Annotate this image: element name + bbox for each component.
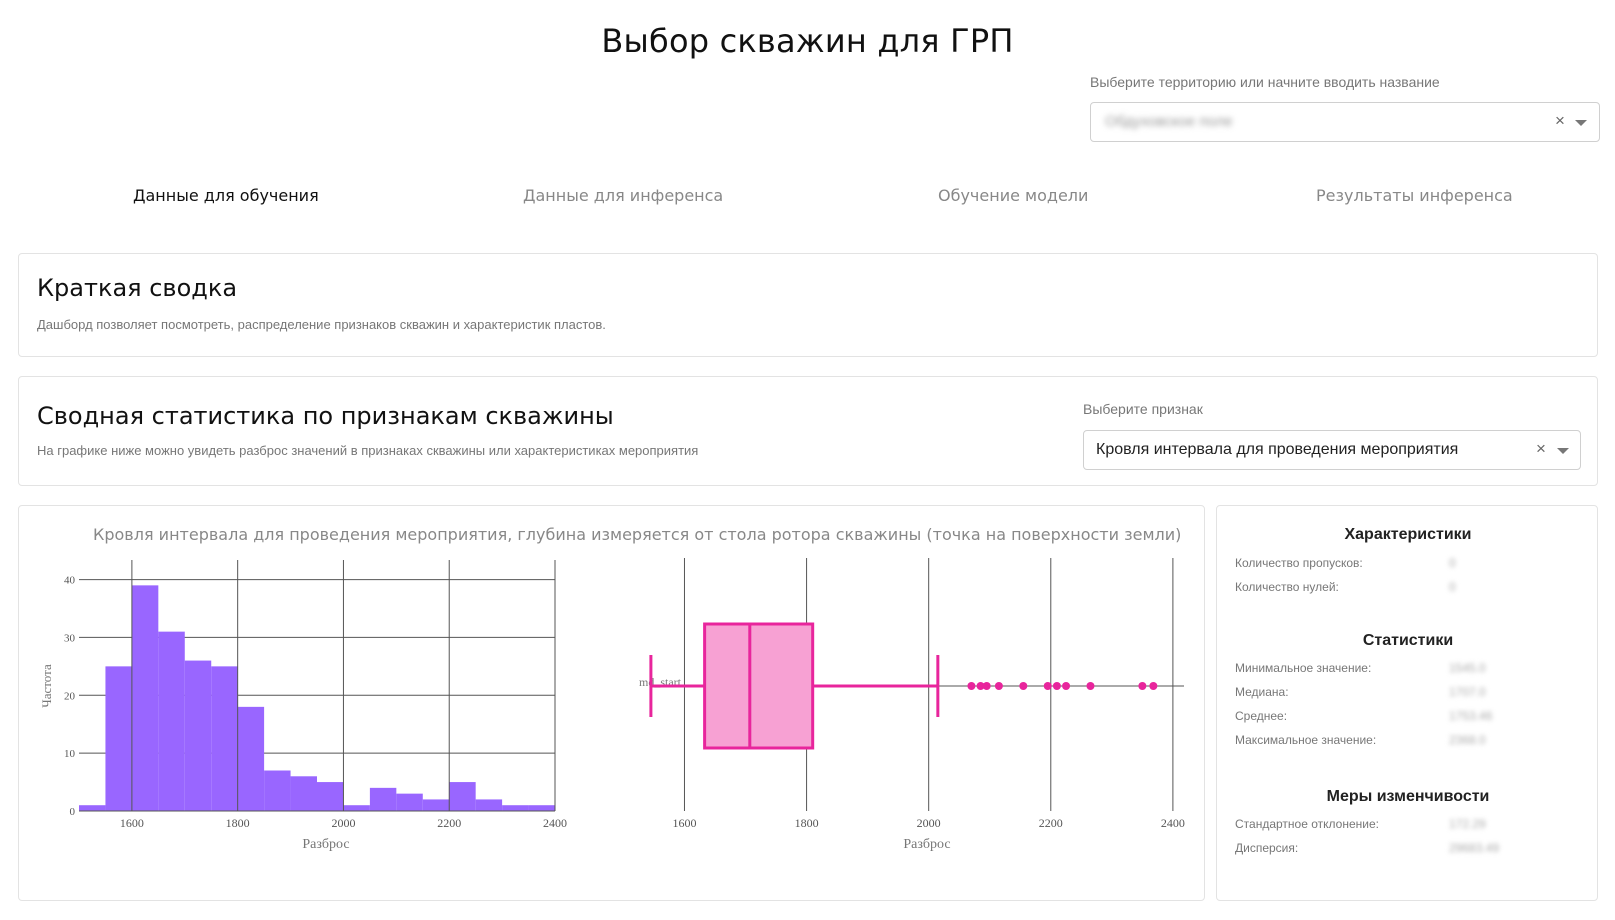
stat-value-missing: 0 [1449, 556, 1456, 570]
hist-bar [502, 805, 529, 811]
tab-inference-data[interactable]: Данные для инференса [523, 186, 724, 205]
hist-ytick-label: 20 [64, 690, 76, 702]
box-outlier-point [1019, 682, 1028, 690]
clear-icon[interactable]: × [1555, 111, 1565, 130]
box-outlier-point [982, 682, 991, 690]
stat-value-variance: 29683.49 [1449, 841, 1500, 855]
chevron-down-icon[interactable] [1575, 120, 1587, 126]
hist-bar [158, 631, 185, 811]
box-outlier-point [1052, 682, 1061, 690]
box-xtick-label: 2400 [1161, 816, 1185, 830]
territory-label: Выберите территорию или начните вводить … [1090, 74, 1440, 90]
stat-value-zeros: 0 [1449, 580, 1456, 594]
tab-model-training[interactable]: Обучение модели [938, 186, 1089, 205]
tab-training-data[interactable]: Данные для обучения [133, 186, 319, 205]
hist-bar [211, 666, 238, 811]
stat-label-max: Максимальное значение: [1235, 733, 1377, 747]
page-title: Выбор скважин для ГРП [601, 22, 1014, 60]
hist-xtick-label: 2400 [543, 816, 567, 830]
stat-label-std: Стандартное отклонение: [1235, 817, 1379, 831]
stat-value-mean: 1753.46 [1449, 709, 1493, 723]
hist-bar [105, 666, 132, 811]
hist-bar [131, 585, 159, 811]
hist-bar [422, 799, 450, 811]
hist-bar [184, 660, 212, 811]
box-xlabel: Разброс [903, 837, 950, 852]
stat-label-missing: Количество пропусков: [1235, 556, 1363, 570]
hist-bar [528, 805, 555, 811]
box-outlier-point [994, 682, 1003, 690]
stat-label-median: Медиана: [1235, 685, 1289, 699]
stat-label-variance: Дисперсия: [1235, 841, 1299, 855]
hist-xlabel: Разброс [302, 837, 349, 852]
hist-xtick-label: 2200 [437, 816, 461, 830]
territory-select[interactable]: Обдуховское поле × [1090, 102, 1600, 142]
box-iqr [703, 622, 815, 750]
box-outlier-point [967, 682, 976, 690]
box-outlier-point [1149, 682, 1158, 690]
box-xtick-label: 2000 [917, 816, 941, 830]
box-outlier-point [1086, 682, 1095, 690]
stats-card: Сводная статистика по признакам скважины… [18, 376, 1598, 486]
stat-value-max: 2368.0 [1449, 733, 1486, 747]
territory-value: Обдуховское поле [1105, 113, 1233, 130]
hist-bar [290, 776, 317, 811]
stat-label-min: Минимальное значение: [1235, 661, 1372, 675]
characteristics-title: Характеристики [1344, 526, 1472, 543]
statistics-title: Статистики [1362, 632, 1454, 649]
hist-bar [449, 782, 476, 811]
hist-bar [343, 805, 370, 811]
stat-value-median: 1707.0 [1449, 685, 1486, 699]
hist-xtick-label: 1800 [226, 816, 250, 830]
hist-bar [264, 770, 291, 811]
stat-label-zeros: Количество нулей: [1235, 580, 1339, 594]
box-xtick-label: 1800 [795, 816, 819, 830]
hist-bar [475, 799, 503, 811]
feature-select[interactable]: Кровля интервала для проведения мероприя… [1083, 430, 1581, 470]
hist-xtick-label: 1600 [120, 816, 144, 830]
hist-bar [317, 782, 344, 811]
side-card: Характеристики Количество пропусков: 0 К… [1216, 505, 1598, 901]
box-outlier-point [976, 682, 985, 690]
stats-description: На графике ниже можно увидеть разброс зн… [37, 443, 699, 458]
feature-value: Кровля интервала для проведения мероприя… [1096, 441, 1459, 458]
chart-svg: Кровля интервала для проведения мероприя… [39, 525, 1185, 852]
chart-card: Кровля интервала для проведения мероприя… [18, 505, 1205, 901]
hist-ytick-label: 30 [64, 632, 76, 644]
box-outlier-point [1138, 682, 1147, 690]
summary-card: Краткая сводка Дашборд позволяет посмотр… [18, 253, 1598, 357]
box-xtick-label: 1600 [672, 816, 696, 830]
hist-ytick-label: 0 [70, 806, 76, 818]
clear-icon[interactable]: × [1536, 439, 1546, 458]
stat-value-min: 1545.0 [1449, 661, 1486, 675]
variability-title: Меры изменчивости [1326, 788, 1490, 805]
hist-ytick-label: 10 [64, 748, 76, 760]
chevron-down-icon[interactable] [1557, 448, 1569, 454]
hist-ylabel: Частота [39, 664, 54, 708]
hist-xtick-label: 2000 [331, 816, 355, 830]
tab-inference-results[interactable]: Результаты инференса [1316, 186, 1513, 205]
stat-value-std: 172.29 [1449, 817, 1486, 831]
hist-ytick-label: 40 [64, 575, 76, 587]
hist-bar [237, 706, 265, 811]
chart-title: Кровля интервала для проведения мероприя… [93, 525, 1181, 544]
feature-label: Выберите признак [1083, 401, 1203, 417]
box-outlier-point [1043, 682, 1052, 690]
summary-title: Краткая сводка [37, 274, 238, 302]
box-xtick-label: 2200 [1039, 816, 1063, 830]
hist-bar [369, 787, 397, 811]
stat-label-mean: Среднее: [1235, 709, 1288, 723]
hist-bar [396, 793, 423, 811]
stats-title: Сводная статистика по признакам скважины [37, 402, 614, 430]
summary-description: Дашборд позволяет посмотреть, распределе… [37, 317, 606, 332]
box-outlier-point [1062, 682, 1071, 690]
hist-bar [79, 805, 106, 811]
